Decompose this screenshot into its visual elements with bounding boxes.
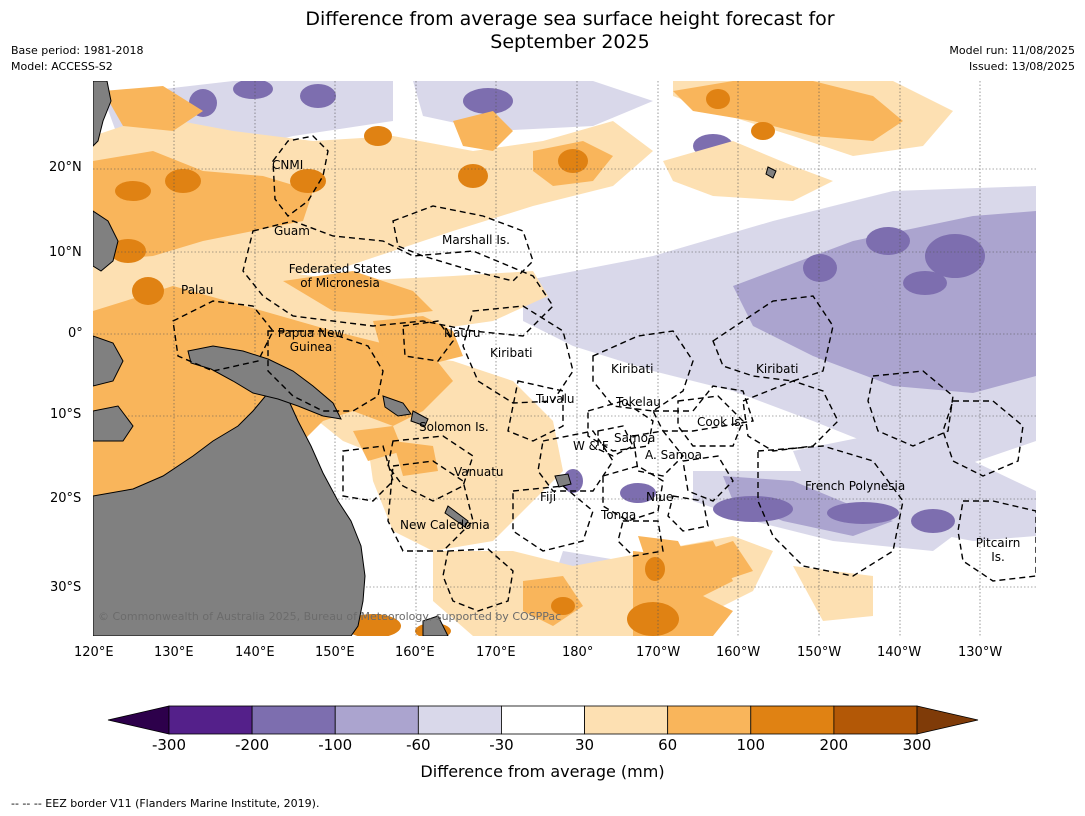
philippines-land bbox=[93, 81, 112, 147]
colorbar-segment bbox=[667, 705, 752, 735]
positive-anomaly-medium bbox=[93, 81, 903, 636]
label-guam: Guam bbox=[274, 224, 310, 238]
colorbar-tick-label: -300 bbox=[151, 736, 187, 754]
issued-date: Issued: 13/08/2025 bbox=[968, 60, 1075, 73]
new-guinea-land bbox=[187, 345, 342, 420]
lat-tick-20n: 20°N bbox=[49, 160, 82, 175]
label-fiji: Fiji bbox=[540, 490, 557, 504]
copyright-notice: © Commonwealth of Australia 2025, Bureau… bbox=[98, 610, 562, 623]
label-png-line1: Papua New bbox=[277, 326, 345, 340]
label-new-caledonia: New Caledonia bbox=[400, 518, 490, 532]
label-kiribati-east: Kiribati bbox=[756, 362, 799, 376]
eez-borders bbox=[172, 135, 1036, 612]
map-area bbox=[93, 81, 1036, 636]
lon-tick-170e: 170°E bbox=[476, 645, 516, 660]
lon-tick-160e: 160°E bbox=[395, 645, 435, 660]
model-name: Model: ACCESS-S2 bbox=[11, 60, 113, 73]
colorbar-under-arrow bbox=[107, 705, 170, 735]
new-caledonia-land bbox=[444, 505, 469, 528]
label-png-line2: Guinea bbox=[289, 340, 333, 354]
colorbar-segment bbox=[168, 705, 253, 735]
lat-tick-0: 0° bbox=[68, 326, 83, 341]
lon-tick-160w: 160°W bbox=[716, 645, 761, 660]
label-vanuatu: Vanuatu bbox=[454, 465, 504, 479]
hawaii-land bbox=[765, 166, 777, 179]
lon-tick-170w: 170°W bbox=[636, 645, 681, 660]
colorbar-segment bbox=[501, 705, 585, 735]
lat-tick-10n: 10°N bbox=[49, 245, 82, 260]
colorbar-tick-label: 100 bbox=[736, 736, 766, 754]
label-cook-is: Cook Is. bbox=[697, 415, 745, 429]
label-solomon-is: Solomon Is. bbox=[419, 420, 489, 434]
lat-tick-10s: 10°S bbox=[50, 407, 82, 422]
map-title: Difference from average sea surface heig… bbox=[0, 8, 1085, 54]
label-png: Papua New Guinea bbox=[268, 326, 354, 354]
colorbar-segment bbox=[833, 705, 918, 735]
positive-anomaly-strong bbox=[110, 89, 775, 636]
model-run: Model run: 11/08/2025 bbox=[949, 44, 1075, 57]
lat-tick-30s: 30°S bbox=[50, 580, 82, 595]
label-fsm: Federated States of Micronesia bbox=[278, 262, 402, 290]
colorbar-labels: -300 -200 -100 -60 -30 30 60 100 200 300 bbox=[0, 736, 1085, 758]
label-samoa: Samoa bbox=[614, 431, 656, 445]
colorbar-title: Difference from average (mm) bbox=[420, 762, 665, 781]
label-pitcairn: Pitcairn Is. bbox=[970, 536, 1026, 564]
lon-tick-140e: 140°E bbox=[235, 645, 275, 660]
label-pitcairn-line2: Is. bbox=[991, 550, 1005, 564]
colorbar-over-arrow bbox=[916, 705, 979, 735]
fiji-land bbox=[554, 473, 572, 488]
label-fsm-line1: Federated States bbox=[288, 262, 392, 276]
colorbar bbox=[107, 705, 979, 735]
solomon-islands-land bbox=[382, 395, 412, 417]
title-line-1: Difference from average sea surface heig… bbox=[305, 8, 835, 30]
colorbar-segments bbox=[168, 705, 918, 735]
label-french-polynesia: French Polynesia bbox=[805, 479, 906, 493]
label-cnmi: CNMI bbox=[272, 158, 304, 172]
meta-left: Base period: 1981-2018 Model: ACCESS-S2 bbox=[11, 43, 143, 75]
colorbar-tick-label: -100 bbox=[318, 736, 353, 754]
label-tokelau: Tokelau bbox=[616, 395, 661, 409]
colorbar-segment bbox=[251, 705, 336, 735]
colorbar-segment bbox=[750, 705, 835, 735]
label-marshall-is: Marshall Is. bbox=[442, 233, 510, 247]
label-palau: Palau bbox=[181, 283, 214, 297]
meta-right: Model run: 11/08/2025 Issued: 13/08/2025 bbox=[949, 43, 1075, 75]
lon-tick-150e: 150°E bbox=[315, 645, 355, 660]
colorbar-segment bbox=[334, 705, 419, 735]
label-fsm-line2: of Micronesia bbox=[300, 276, 380, 290]
land-masses bbox=[93, 81, 777, 636]
base-period: Base period: 1981-2018 bbox=[11, 44, 144, 57]
label-american-samoa: A. Samoa bbox=[645, 448, 702, 462]
lon-tick-130e: 130°E bbox=[154, 645, 194, 660]
colorbar-tick-label: -60 bbox=[406, 736, 431, 754]
label-tonga: Tonga bbox=[601, 508, 637, 522]
label-nauru: Nauru bbox=[444, 326, 481, 340]
eez-legend-note: -- -- -- EEZ border V11 (Flanders Marine… bbox=[11, 797, 320, 810]
colorbar-tick-label: -30 bbox=[489, 736, 514, 754]
colorbar-segment bbox=[417, 705, 502, 735]
colorbar-tick-label: 200 bbox=[819, 736, 849, 754]
colorbar-tick-label: 60 bbox=[658, 736, 678, 754]
label-tuvalu: Tuvalu bbox=[536, 392, 575, 406]
lon-tick-180: 180° bbox=[562, 645, 594, 660]
colorbar-tick-label: 300 bbox=[902, 736, 932, 754]
colorbar-segment bbox=[584, 705, 669, 735]
lon-tick-130w: 130°W bbox=[958, 645, 1003, 660]
label-kiribati-west: Kiribati bbox=[490, 346, 533, 360]
colorbar-tick-label: 30 bbox=[575, 736, 595, 754]
label-pitcairn-line1: Pitcairn bbox=[975, 536, 1021, 550]
lon-tick-140w: 140°W bbox=[877, 645, 922, 660]
label-kiribati-central: Kiribati bbox=[611, 362, 654, 376]
label-wallis-futuna: W & F bbox=[573, 439, 609, 453]
australia-land bbox=[93, 380, 366, 636]
title-line-2: September 2025 bbox=[490, 31, 650, 53]
lon-tick-120e: 120°E bbox=[74, 645, 114, 660]
lat-tick-20s: 20°S bbox=[50, 491, 82, 506]
lon-tick-150w: 150°W bbox=[797, 645, 842, 660]
colorbar-tick-label: -200 bbox=[235, 736, 270, 754]
label-niue: Niue bbox=[646, 490, 674, 504]
